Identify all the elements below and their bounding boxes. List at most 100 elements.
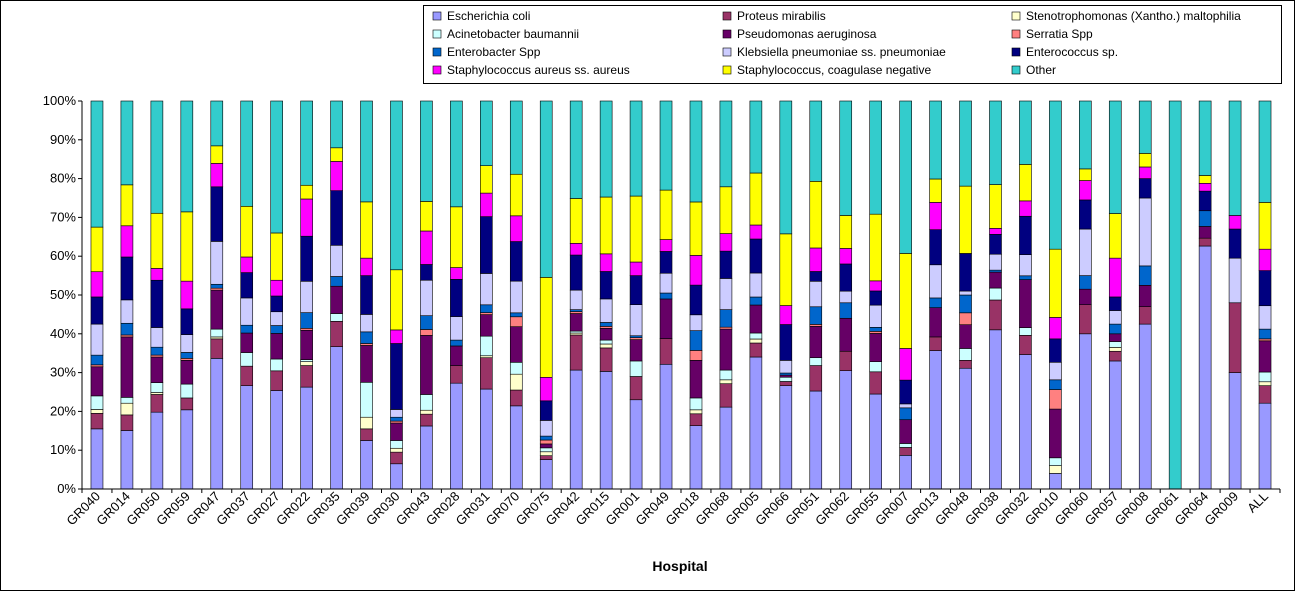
bar-segment-gr047-9 [210,163,224,188]
bar-segment-gr066-0 [779,385,793,490]
bar-segment-gr005-2 [749,338,763,344]
bar-segment-gr008-8 [1138,178,1152,199]
bar-segment-all-0 [1258,402,1272,490]
bar-segment-gr062-11 [839,100,853,216]
bar-segment-gr059-11 [180,100,194,213]
bar-segment-gr030-10 [390,269,403,331]
bar-segment-gr013-4 [929,307,942,338]
bar-segment-gr070-5 [509,316,523,327]
bar-segment-gr075-10 [539,277,553,378]
bar-segment-gr035-11 [330,100,343,149]
bar-segment-gr039-11 [360,100,373,203]
bar-segment-gr018-4 [689,360,703,399]
bar-segment-gr009-7 [1228,257,1242,304]
bar-segment-gr049-1 [659,338,673,365]
bar-segment-gr007-1 [899,447,912,456]
bar-segment-gr010-3 [1049,457,1062,466]
bar-segment-gr027-1 [270,370,283,391]
bar-segment-gr030-0 [390,463,403,490]
bar-segment-gr040-10 [90,226,104,273]
bar-segment-gr047-3 [210,328,224,338]
bar-segment-gr022-8 [300,235,313,282]
bar-segment-gr068-7 [719,278,733,310]
bar-segment-gr008-0 [1138,323,1152,490]
bar-segment-gr027-0 [270,390,283,490]
bar-segment-gr038-7 [989,253,1002,271]
bar-segment-gr047-6 [210,283,224,289]
bar-segment-gr055-0 [869,393,882,490]
bar-segment-gr050-7 [150,327,164,348]
bar-segment-gr005-1 [749,342,763,358]
bar-segment-gr038-4 [989,271,1002,289]
bar-segment-gr070-8 [509,241,523,282]
bar-segment-gr038-3 [989,287,1002,301]
bar-segment-gr031-1 [480,357,493,390]
bar-segment-gr057-9 [1108,257,1122,298]
bar-segment-gr055-10 [869,213,882,282]
legend-swatch [722,47,732,57]
bar-segment-gr070-11 [509,100,523,175]
bar-segment-gr008-11 [1138,100,1152,154]
bar-segment-gr049-11 [659,100,673,191]
bar-segment-gr059-9 [180,280,194,310]
bar-segment-gr040-0 [90,428,104,490]
y-tick-label: 20% [50,403,76,418]
bar-segment-gr043-3 [420,394,433,411]
bar-segment-gr064-0 [1198,245,1212,490]
bar-segment-gr042-0 [569,369,583,490]
y-tick-label: 80% [50,171,76,186]
bar-segment-gr043-11 [420,100,433,202]
bar-segment-gr049-4 [659,298,673,339]
bar-segment-gr031-7 [480,273,493,306]
legend-swatch [432,47,442,57]
bar-segment-gr018-8 [689,284,703,316]
bar-segment-gr031-3 [480,335,493,357]
legend-swatch [432,65,442,75]
bar-segment-gr015-2 [599,343,613,349]
bar-segment-gr075-0 [539,459,553,490]
bar-segment-gr070-3 [509,362,523,375]
bar-segment-gr075-11 [539,100,553,278]
bar-segment-gr057-7 [1108,310,1122,325]
bar-segment-gr039-7 [360,314,373,333]
bar-segment-gr018-1 [689,413,703,426]
bar-segment-gr010-7 [1049,361,1062,381]
bar-segment-gr027-4 [270,333,283,360]
bars-layer [90,100,1272,490]
bar-segment-gr032-1 [1019,335,1032,355]
bar-segment-gr015-6 [599,322,613,327]
bar-segment-gr022-10 [300,184,313,200]
bar-segment-gr048-10 [959,185,972,254]
bar-segment-gr031-6 [480,304,493,313]
bar-segment-gr064-8 [1198,190,1212,212]
bar-segment-gr068-8 [719,250,733,279]
legend-swatch [432,29,442,39]
bar-segment-gr040-8 [90,296,104,325]
bar-segment-gr032-10 [1019,164,1032,202]
bar-segment-gr014-6 [120,322,134,336]
bar-segment-gr030-11 [390,100,403,271]
bar-segment-gr035-7 [330,244,343,277]
bar-segment-gr008-4 [1138,284,1152,307]
y-tick-label: 50% [50,287,76,302]
bar-segment-gr039-10 [360,201,373,259]
bar-segment-gr008-7 [1138,197,1152,267]
bar-segment-gr013-10 [929,178,942,203]
bar-segment-gr014-9 [120,225,134,258]
bar-segment-gr043-10 [420,201,433,232]
bar-segment-gr040-2 [90,409,104,414]
bar-segment-gr035-9 [330,161,343,191]
bar-segment-gr049-7 [659,272,673,294]
bar-segment-gr027-10 [270,232,283,281]
bar-segment-gr037-11 [240,100,254,207]
bar-segment-gr040-9 [90,271,104,298]
bar-segment-gr051-8 [809,271,823,282]
bar-segment-gr010-8 [1049,338,1062,363]
bar-segment-gr035-1 [330,321,343,347]
bar-segment-gr027-7 [270,311,283,326]
bar-segment-gr032-6 [1019,275,1032,280]
legend-label: Other [1026,63,1056,77]
bar-segment-gr032-3 [1019,327,1032,336]
bar-segment-gr066-7 [779,360,793,374]
